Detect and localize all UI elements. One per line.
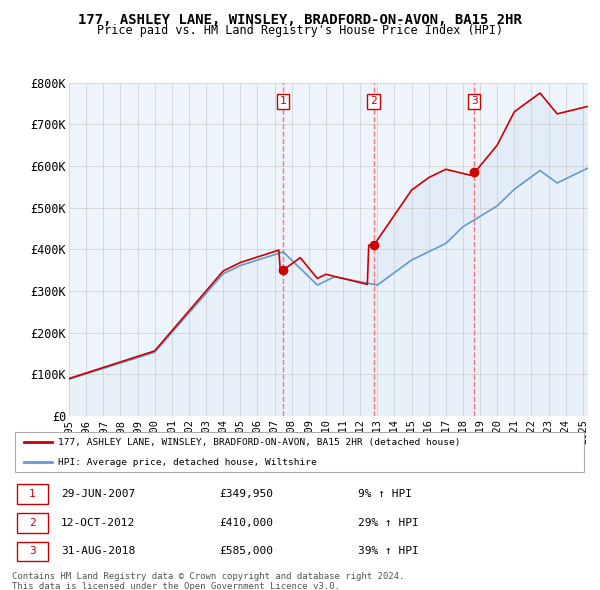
- Text: 1: 1: [280, 96, 286, 106]
- Text: 9% ↑ HPI: 9% ↑ HPI: [358, 489, 412, 499]
- FancyBboxPatch shape: [17, 484, 48, 504]
- Text: 3: 3: [29, 546, 36, 556]
- FancyBboxPatch shape: [17, 542, 48, 561]
- Text: 2: 2: [370, 96, 377, 106]
- Text: 29-JUN-2007: 29-JUN-2007: [61, 489, 135, 499]
- Text: 39% ↑ HPI: 39% ↑ HPI: [358, 546, 418, 556]
- FancyBboxPatch shape: [15, 432, 584, 472]
- FancyBboxPatch shape: [17, 513, 48, 533]
- Text: 31-AUG-2018: 31-AUG-2018: [61, 546, 135, 556]
- Text: £349,950: £349,950: [220, 489, 274, 499]
- Text: £585,000: £585,000: [220, 546, 274, 556]
- Text: HPI: Average price, detached house, Wiltshire: HPI: Average price, detached house, Wilt…: [58, 458, 317, 467]
- Text: This data is licensed under the Open Government Licence v3.0.: This data is licensed under the Open Gov…: [12, 582, 340, 590]
- Text: 3: 3: [471, 96, 478, 106]
- Text: Contains HM Land Registry data © Crown copyright and database right 2024.: Contains HM Land Registry data © Crown c…: [12, 572, 404, 581]
- Text: 1: 1: [29, 489, 36, 499]
- Text: 177, ASHLEY LANE, WINSLEY, BRADFORD-ON-AVON, BA15 2HR: 177, ASHLEY LANE, WINSLEY, BRADFORD-ON-A…: [78, 13, 522, 27]
- Text: 2: 2: [29, 518, 36, 527]
- Text: Price paid vs. HM Land Registry's House Price Index (HPI): Price paid vs. HM Land Registry's House …: [97, 24, 503, 37]
- Text: 12-OCT-2012: 12-OCT-2012: [61, 518, 135, 527]
- Text: 29% ↑ HPI: 29% ↑ HPI: [358, 518, 418, 527]
- Text: £410,000: £410,000: [220, 518, 274, 527]
- Text: 177, ASHLEY LANE, WINSLEY, BRADFORD-ON-AVON, BA15 2HR (detached house): 177, ASHLEY LANE, WINSLEY, BRADFORD-ON-A…: [58, 438, 461, 447]
